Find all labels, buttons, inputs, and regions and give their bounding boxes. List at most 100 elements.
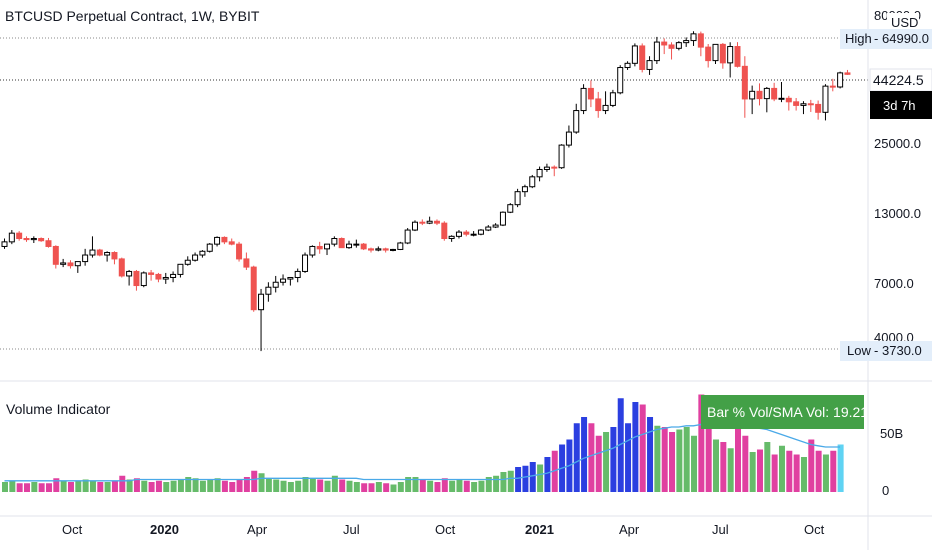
- candle-body: [324, 243, 331, 250]
- volume-bar: [53, 478, 60, 492]
- candle-body: [82, 254, 89, 263]
- volume-bar: [793, 454, 800, 492]
- candle-body: [844, 72, 851, 75]
- candle-body: [272, 281, 279, 288]
- volume-bar: [463, 480, 470, 492]
- volume-bar: [16, 483, 23, 492]
- volume-bar: [287, 482, 294, 492]
- volume-bar: [163, 482, 170, 492]
- volume-bar: [756, 449, 763, 492]
- candle-body: [280, 278, 287, 283]
- candle-body: [719, 43, 726, 64]
- candle-body: [338, 238, 345, 249]
- candle-body: [74, 261, 81, 267]
- candle-body: [96, 249, 103, 256]
- time-label-apr-2021: Apr: [619, 522, 640, 537]
- price-tick-25000: 25000.0: [874, 136, 921, 151]
- volume-bar: [815, 450, 822, 492]
- candle-body: [507, 204, 514, 213]
- volume-bar: [324, 480, 331, 492]
- candle-body: [529, 176, 536, 188]
- volume-bar: [45, 483, 52, 492]
- volume-bar: [427, 480, 434, 492]
- volume-bar: [317, 479, 324, 492]
- volume-bar: [522, 465, 529, 492]
- volume-bar: [515, 467, 522, 492]
- candle-body: [360, 243, 367, 250]
- candle-body: [558, 144, 565, 169]
- candle-body: [45, 240, 52, 247]
- volume-bar: [353, 482, 360, 492]
- time-label-2020: 2020: [150, 522, 179, 537]
- time-label-apr-2020: Apr: [247, 522, 268, 537]
- volume-bar: [544, 457, 551, 492]
- candle-body: [60, 262, 67, 265]
- volume-bar: [148, 482, 155, 492]
- low-label-bg: [840, 341, 932, 361]
- candle-body: [499, 211, 506, 226]
- volume-bar: [375, 482, 382, 492]
- volume-bar: [9, 480, 16, 492]
- volume-bar: [331, 475, 338, 492]
- volume-bar: [419, 479, 426, 492]
- candle-body: [514, 191, 521, 206]
- candle-body: [389, 248, 396, 251]
- candle-body: [155, 273, 162, 280]
- volume-bar: [485, 477, 492, 492]
- sma-line: [4, 421, 841, 482]
- volume-bar: [493, 475, 500, 492]
- candle-body: [675, 42, 682, 49]
- volume-bar: [133, 478, 140, 492]
- candle-body: [485, 226, 492, 231]
- candle-body: [419, 221, 426, 224]
- currency-label[interactable]: USD: [891, 15, 918, 30]
- candle-body: [448, 235, 455, 240]
- volume-readout-bg: [701, 395, 864, 429]
- low-label-value: 3730.0: [882, 343, 922, 358]
- volume-bar: [822, 454, 829, 492]
- volume-bar: [97, 482, 104, 492]
- volume-bar: [111, 480, 118, 492]
- candle-body: [705, 46, 712, 62]
- volume-bar: [31, 482, 38, 492]
- volume-bar: [23, 483, 30, 492]
- volume-bar: [119, 475, 126, 492]
- high-label-dash: -: [874, 31, 878, 46]
- candle-body: [602, 104, 609, 112]
- volume-bar: [786, 450, 793, 492]
- price-tick-7000: 7000.0: [874, 276, 914, 291]
- candle-body: [521, 186, 528, 193]
- candle-body: [243, 258, 250, 268]
- plot-background: [0, 0, 868, 516]
- candle-body: [382, 248, 389, 251]
- candle-body: [133, 270, 140, 287]
- candle-body: [580, 87, 587, 112]
- volume-bar: [764, 442, 771, 492]
- volume-bar: [581, 417, 588, 492]
- volume-bar: [229, 482, 236, 492]
- volume-bar: [727, 448, 734, 492]
- volume-bar: [661, 427, 668, 492]
- time-label-jul-2021: Jul: [712, 522, 729, 537]
- candle-body: [727, 46, 734, 64]
- volume-bar: [207, 479, 214, 492]
- time-label-jul-2020: Jul: [343, 522, 360, 537]
- volume-bar: [713, 439, 720, 492]
- volume-bar: [390, 484, 397, 492]
- candle-body: [221, 236, 228, 243]
- candle-body: [734, 46, 741, 67]
- volume-bar: [778, 445, 785, 492]
- candle-body: [426, 220, 433, 224]
- candle-body: [543, 166, 550, 170]
- volume-bar: [412, 477, 419, 492]
- volume-bar: [67, 482, 74, 492]
- candle-body: [170, 273, 177, 278]
- candle-body: [346, 243, 353, 249]
- volume-bar: [456, 479, 463, 492]
- candle-body: [631, 45, 638, 64]
- candle-body: [800, 103, 807, 106]
- candle-body: [837, 72, 844, 88]
- candle-body: [690, 33, 697, 42]
- candle-body: [653, 41, 660, 62]
